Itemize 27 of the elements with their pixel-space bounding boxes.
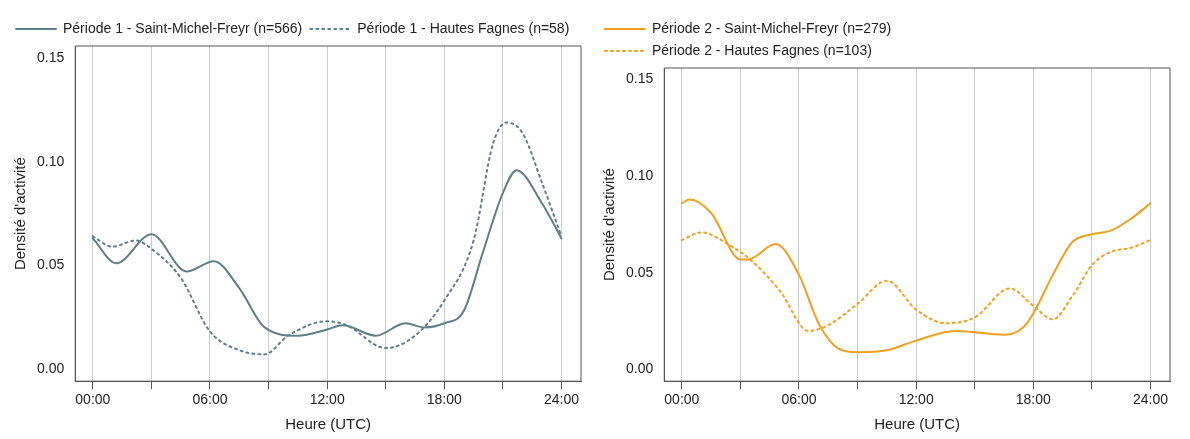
x-tick-label: 12:00: [898, 391, 934, 408]
x-tick-label: 24:00: [1132, 391, 1169, 408]
x-tick-label: 00:00: [75, 391, 111, 408]
y-axis-title: Densité d'activité: [600, 168, 618, 282]
y-tick-label: 0.10: [37, 152, 65, 169]
y-tick-label: 0.10: [626, 167, 654, 184]
legend-label: Période 1 - Hautes Fagnes (n=58): [357, 19, 570, 36]
x-tick-label: 00:00: [664, 391, 700, 408]
x-axis-title: Heure (UTC): [874, 415, 961, 433]
line-series: [680, 198, 1152, 354]
x-axis-title: Heure (UTC): [285, 415, 372, 433]
y-tick-label: 0.05: [37, 256, 65, 273]
y-tick-label: 0.15: [626, 70, 654, 87]
x-tick-label: 24:00: [543, 391, 580, 408]
x-tick-label: 06:00: [781, 391, 817, 408]
legend-label: Période 2 - Hautes Fagnes (n=103): [652, 41, 872, 58]
x-tick-label: 06:00: [192, 391, 228, 408]
legend-label: Période 1 - Saint-Michel-Freyr (n=566): [63, 19, 303, 36]
y-tick-label: 0.00: [37, 359, 65, 376]
x-tick-label: 12:00: [309, 391, 345, 408]
x-tick-label: 18:00: [426, 391, 463, 408]
x-tick-label: 18:00: [1015, 391, 1052, 408]
y-tick-label: 0.00: [626, 360, 654, 377]
y-tick-label: 0.05: [626, 263, 654, 280]
y-tick-label: 0.15: [37, 49, 65, 66]
legend-label: Période 2 - Saint-Michel-Freyr (n=279): [652, 19, 892, 36]
y-axis-title: Densité d'activité: [11, 157, 29, 271]
